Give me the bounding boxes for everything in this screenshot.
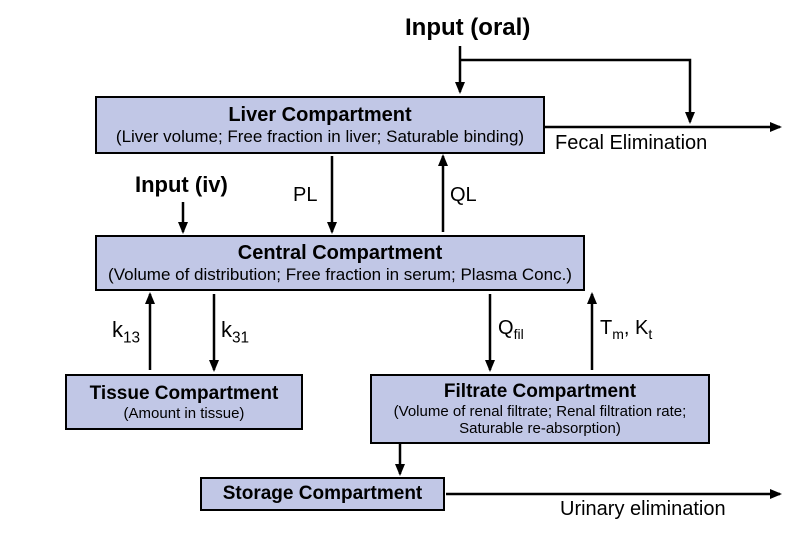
tmkt-label: Tm, Kt	[600, 317, 652, 342]
qfil-label: Qfil	[498, 317, 524, 342]
liver-title: Liver Compartment	[228, 104, 411, 127]
filtrate-title: Filtrate Compartment	[444, 381, 636, 403]
input-oral-label: Input (oral)	[405, 14, 530, 42]
pl-label: PL	[293, 184, 317, 207]
liver-compartment-box: Liver Compartment (Liver volume; Free fr…	[95, 96, 545, 154]
tissue-sub: (Amount in tissue)	[124, 405, 245, 422]
input-iv-label: Input (iv)	[135, 172, 228, 198]
liver-sub: (Liver volume; Free fraction in liver; S…	[116, 127, 524, 147]
filtrate-compartment-box: Filtrate Compartment (Volume of renal fi…	[370, 374, 710, 444]
central-title: Central Compartment	[238, 242, 442, 265]
fecal-elimination-label: Fecal Elimination	[555, 132, 707, 155]
central-compartment-box: Central Compartment (Volume of distribut…	[95, 235, 585, 291]
tissue-title: Tissue Compartment	[90, 383, 279, 405]
k31-label: k31	[221, 317, 249, 347]
filtrate-sub: (Volume of renal filtrate; Renal filtrat…	[380, 403, 700, 438]
storage-compartment-box: Storage Compartment	[200, 477, 445, 511]
tissue-compartment-box: Tissue Compartment (Amount in tissue)	[65, 374, 303, 430]
central-sub: (Volume of distribution; Free fraction i…	[108, 265, 572, 285]
ql-label: QL	[450, 184, 477, 207]
k13-label: k13	[112, 317, 140, 347]
storage-title: Storage Compartment	[223, 483, 423, 505]
urinary-elimination-label: Urinary elimination	[560, 498, 726, 521]
